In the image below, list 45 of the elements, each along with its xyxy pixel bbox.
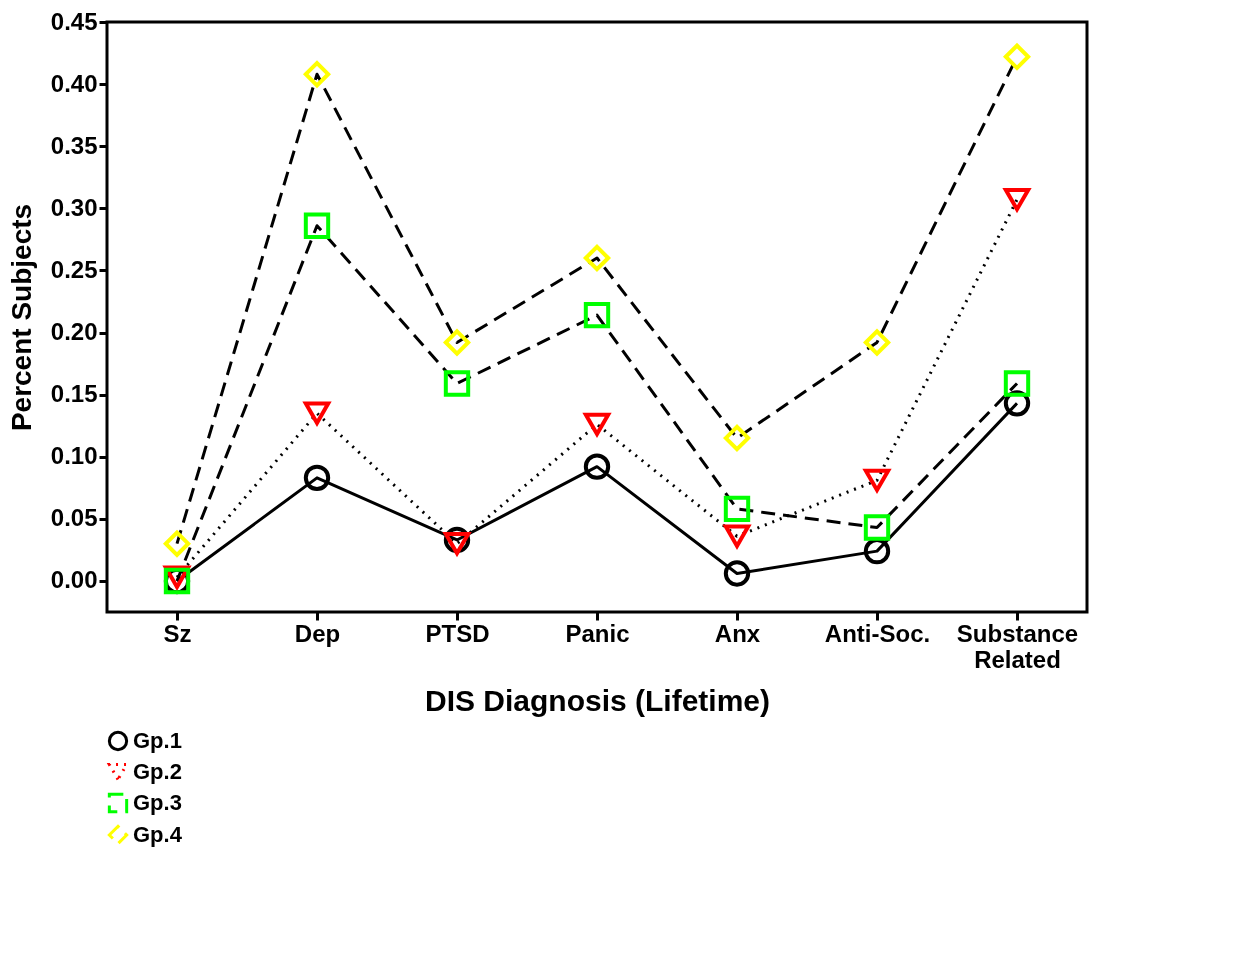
y-axis-title: Percent Subjects <box>5 203 37 432</box>
x-tick-label: Anx <box>714 619 761 647</box>
point <box>723 495 751 523</box>
point <box>443 329 471 356</box>
y-tick-label: 0.30 <box>50 193 98 221</box>
y-tick-label: 0.40 <box>50 69 98 97</box>
point <box>1003 187 1031 212</box>
y-tick-label: 0.25 <box>50 255 98 283</box>
y-tick-label: 0.05 <box>50 504 98 532</box>
point <box>583 453 611 480</box>
point <box>723 524 751 548</box>
y-tick-label: 0.15 <box>50 380 98 408</box>
x-tick-label: Dep <box>294 619 341 647</box>
point <box>583 412 611 437</box>
point <box>723 424 751 452</box>
point <box>863 468 891 493</box>
point <box>303 464 331 492</box>
point <box>303 60 331 88</box>
x-tick-label: Panic <box>565 619 630 647</box>
x-tick-label: Sz <box>163 619 192 647</box>
point <box>1003 43 1031 70</box>
point <box>863 514 891 541</box>
point <box>443 370 471 397</box>
point <box>723 560 751 587</box>
legend-label: Gp.1 <box>133 728 182 753</box>
legend-label: Gp.3 <box>133 790 182 815</box>
y-tick-label: 0.00 <box>50 566 98 594</box>
point <box>583 244 611 272</box>
x-tick-label: Substance Related <box>956 619 1079 673</box>
x-tick-label: Anti-Soc. <box>824 619 931 647</box>
y-tick-label: 0.10 <box>50 442 98 470</box>
x-axis-title: DIS Diagnosis (Lifetime) <box>424 683 771 717</box>
point <box>303 212 331 239</box>
legend-label: Gp.4 <box>133 822 183 847</box>
y-tick-label: 0.35 <box>50 131 98 159</box>
point <box>863 329 891 356</box>
point <box>583 301 611 329</box>
point <box>443 532 471 556</box>
point <box>163 530 191 557</box>
point <box>303 401 331 425</box>
x-tick-label: PTSD <box>425 619 490 647</box>
point <box>1003 370 1031 397</box>
legend-label: Gp.2 <box>133 759 182 784</box>
y-tick-label: 0.45 <box>50 7 98 35</box>
y-tick-label: 0.20 <box>50 318 98 346</box>
